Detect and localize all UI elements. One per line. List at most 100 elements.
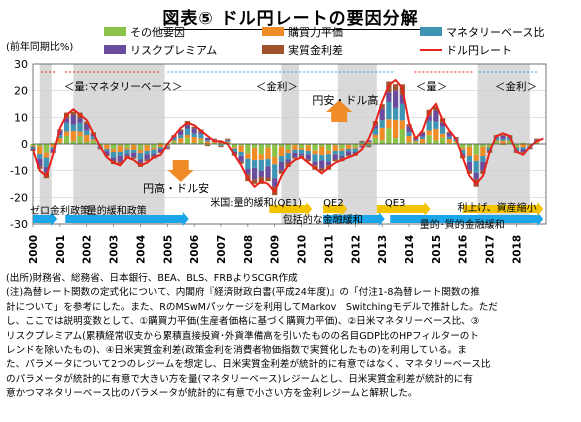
bar-segment [110,144,117,150]
bar-segment [84,142,90,144]
bar-segment [225,138,231,140]
y-tick-label: 30 [14,58,28,71]
bar-segment [211,138,217,140]
regime-label-rate-2: ＜金利＞ [495,80,537,93]
bar-segment [466,161,473,171]
bar-segment [527,144,533,146]
usdjpy-line [32,78,544,194]
bar-segment [238,145,244,152]
legend-swatch [104,45,126,54]
bar-segment [117,144,123,146]
bar-segment [433,140,439,144]
bar-segment [332,144,338,146]
policy-arrow-us-hike [462,202,544,216]
bar-segment [339,150,345,156]
bar-segment [272,178,278,187]
note-line: 意かつマネタリーベース比のパラメータが統計的に有意で小さい方を金利レジームと解釈… [6,388,418,400]
bar-segment [520,147,526,150]
bar-segment [238,161,244,164]
bar-segment [131,149,137,153]
bar-segment [392,90,399,108]
bar-segment [70,124,76,131]
bar-segment [178,130,184,136]
bar-segment [265,147,271,160]
bar-segment [191,128,197,134]
bar-segment [191,137,197,143]
bar-segment [137,159,144,163]
bar-segment [339,155,345,159]
bar-segment [513,144,520,147]
bar-segment [171,141,177,144]
bar-segment [312,161,318,166]
bar-segment [359,140,365,142]
bar-segment [500,135,506,139]
y-tick-label: 0 [21,138,28,151]
bar-segment [527,148,533,150]
legend-swatch [262,27,284,36]
policy-label-qe: 量的緩和政策 [87,204,147,217]
bar-segment [204,137,211,141]
x-tick-label: 2012 [350,235,362,264]
bar-segment [204,144,211,146]
bar-segment [184,134,191,139]
bar-segment [480,146,486,157]
bar-segment [151,144,157,148]
note-line: のパラメータが統計的に有意で大きい方を量(マネタリーベース)レジームとし、日米実… [6,373,473,385]
bar-segment [117,145,123,152]
bar-segment [453,142,459,144]
bar-segment [231,147,238,149]
x-tick-label: 2008 [243,235,255,264]
policy-arrow-us-qe3 [376,202,431,216]
bar-segment [446,143,452,144]
bar-segment [251,147,258,161]
bar-segment [218,141,224,143]
bar-segment [319,155,325,161]
bar-segment [493,141,499,144]
policy-arrow-qe [65,212,189,226]
bar-segment [63,135,70,144]
bar-segment [312,154,318,162]
bar-segment [406,142,412,144]
bar-segment [285,159,291,163]
bar-segment [352,148,358,152]
bar-segment [191,126,197,129]
bar-segment [278,146,285,157]
bar-segment [218,144,224,146]
bar-segment [84,130,90,135]
bar-segment [184,128,191,135]
bar-segment [144,159,150,162]
bar-segment [305,144,311,146]
bar-segment [372,125,379,129]
bar-segment [198,140,204,144]
policy-arrow-us-qe1 [269,202,313,216]
bar-segment [399,94,405,104]
bar-segment [50,142,56,144]
bar-segment [493,137,499,141]
bar-segment [245,144,251,154]
bar-segment [231,144,238,148]
bar-segment [298,149,305,154]
bar-segment [292,157,298,159]
bar-segment [137,153,144,160]
bar-segment [144,144,150,146]
bar-segment [157,152,164,154]
notes-block: (出所)財務省、総務省、日本銀行、BEA、BLS、FRBよりSCGR作成 (注)… [6,272,578,402]
policy-label-zero-rate: ゼロ金利政策 [30,204,90,217]
bar-segment [399,129,405,144]
bar-segment [178,129,184,131]
bar-segment [90,139,97,141]
bar-segment [238,144,244,146]
x-tick-label: 2011 [323,235,335,264]
bar-segment [500,140,506,144]
bar-segment [84,134,90,143]
bar-segment [157,144,164,148]
bar-segment [110,157,117,161]
bar-segment [533,138,540,140]
yen-weak-arrow [326,100,353,122]
policy-arrow-comprehensive [323,212,385,226]
bar-segment [473,172,479,180]
policy-arrow-qqe [390,212,544,226]
bar-segment [211,141,217,143]
bar-segment [379,127,385,141]
bar-segment [164,147,170,149]
